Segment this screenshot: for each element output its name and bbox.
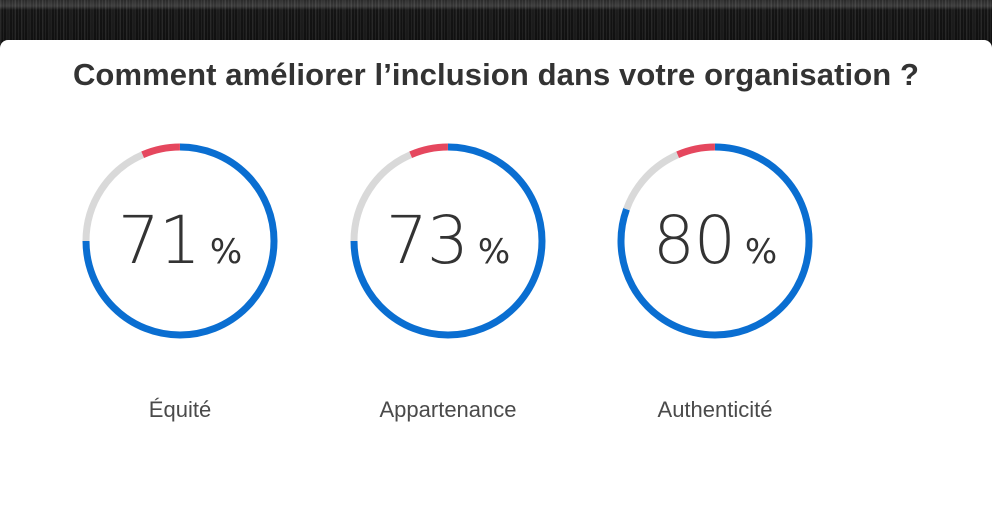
gauge-value: 80% <box>615 201 815 281</box>
gauge-number: 73 <box>385 202 469 279</box>
gauge-value: 71% <box>80 201 280 281</box>
gauge-label: Authenticité <box>657 397 773 422</box>
arc-positive <box>350 143 546 339</box>
gauge-label: Équité <box>148 397 212 422</box>
arc-positive <box>82 143 278 339</box>
donut-ring <box>617 143 813 339</box>
arc-negative <box>141 143 181 158</box>
gauge-equite: 71% Équité <box>80 141 280 422</box>
donut-ring <box>350 143 546 339</box>
gauge-label: Appartenance <box>379 397 517 422</box>
gauge-value: 73% <box>348 201 548 281</box>
chart-title: Comment améliorer l’inclusion dans votre… <box>72 57 920 92</box>
gauge-authenticite: 80% Authenticité <box>615 141 815 422</box>
gauge-appartenance: 73% Appartenance <box>348 141 548 422</box>
arc-negative <box>676 143 716 158</box>
donut-ring <box>82 143 278 339</box>
gauge-unit: % <box>477 232 511 272</box>
arc-negative <box>409 143 449 158</box>
arc-neutral <box>350 151 413 242</box>
arc-neutral <box>82 151 145 242</box>
gauge-unit: % <box>744 232 778 272</box>
arc-neutral <box>623 151 680 211</box>
gauge-unit: % <box>209 232 243 272</box>
arc-positive <box>617 143 813 339</box>
decorative-top-band <box>0 0 992 44</box>
chart-card <box>0 40 992 524</box>
gauge-number: 71 <box>117 202 201 279</box>
gauge-number: 80 <box>652 202 736 279</box>
